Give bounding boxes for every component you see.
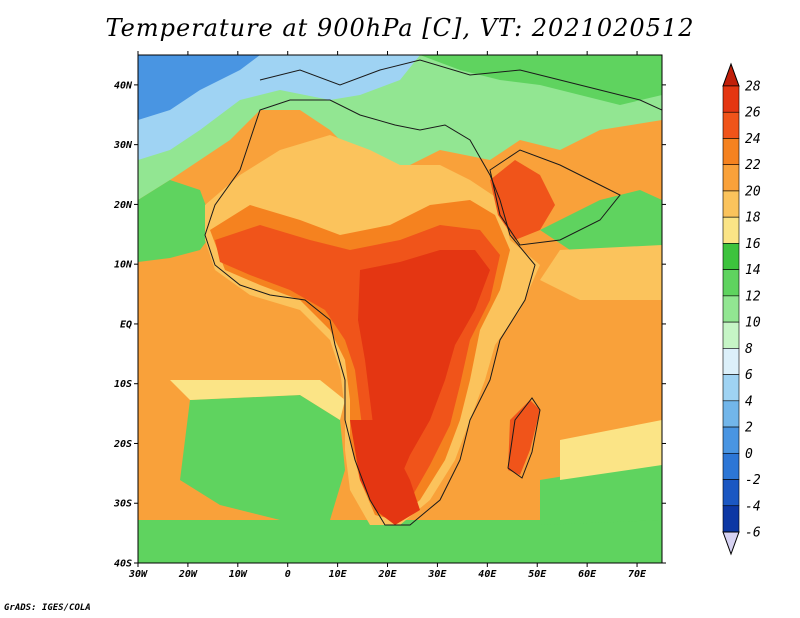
colorbar-swatch [722,479,740,507]
lon-tick-label: 0 [285,569,291,580]
south-indian-mild [560,420,662,480]
south-atlantic-mild [170,380,345,420]
colorbar-label: -2 [745,473,761,488]
colorbar-label: 8 [745,342,753,357]
europe-coastline [259,59,662,111]
colorbar-swatch [722,452,740,480]
map-title: Temperature at 900hPa [C], VT: 202102051… [105,14,695,42]
lat-tick-label: 40N [114,80,133,91]
lon-tick-label: 50E [528,569,547,580]
lon-tick-label: 10E [329,569,348,580]
arabia-coastline [489,149,621,246]
colorbar-bottom-arrow [722,531,740,556]
colorbar-label: 22 [745,158,761,173]
lon-tick-label: 70E [628,569,647,580]
north-coldest-region [138,55,260,120]
colorbar-top-arrow [722,62,740,87]
colorbar-swatch [722,321,740,349]
colorbar-label: 14 [745,263,761,278]
lon-tick-label: 60E [578,569,597,580]
colorbar-swatch [722,190,740,218]
colorbar-label: 24 [745,132,761,147]
lon-tick-label: 30E [427,569,447,580]
south-atlantic-cool [180,395,345,520]
colorbar-swatch [722,505,740,533]
grads-credit: GrADS: IGES/COLA [4,603,91,613]
lat-tick-label: 30N [113,140,133,151]
arabia-hot [490,160,555,240]
colorbar-label: 10 [745,316,761,331]
colorbar-label: 0 [745,447,753,462]
latitude-axis: 40N 30N 20N 10N EQ 10S 20S 30S 40S [113,80,666,570]
lat-tick-label: 20S [113,439,132,450]
colorbar-label: -4 [745,499,761,514]
colorbar-swatch [722,243,740,270]
colorbar-label: 6 [745,368,753,383]
colorbar-label: -6 [745,526,761,541]
colorbar-label: 16 [745,237,761,252]
longitude-axis: 30W 20W 10W 0 10E 20E 30E 40E 50E 60E 70E [128,51,647,580]
europe-cool-region [420,55,662,105]
colorbar-swatch [722,426,740,454]
colorbar-swatch [722,348,740,375]
temperature-field [138,55,662,563]
lat-tick-label: 20N [113,200,133,211]
country-outlines [204,59,662,526]
colorbar-swatch [722,374,740,402]
colorbar-swatch [722,295,740,323]
africa-hottest [358,250,490,490]
colorbar-label: 2 [745,421,753,436]
colorbar-label: 26 [745,106,761,121]
colorbar-label: 12 [745,289,761,304]
colorbar-label: 28 [745,80,761,95]
colorbar-swatch [722,85,740,113]
colorbar-swatch [722,111,740,139]
lat-tick-label: EQ [120,319,132,330]
arabian-sea-green [540,190,662,260]
africa-hottest-south [350,420,420,525]
lon-tick-label: 20E [377,569,397,580]
lon-tick-label: 20W [178,569,198,580]
lat-tick-label: 10N [114,260,133,271]
colorbar-swatch [722,216,740,244]
colorbar-swatch [722,164,740,192]
lat-tick-label: 40S [114,559,132,570]
lon-tick-label: 30W [128,569,148,580]
lon-tick-label: 40E [478,569,497,580]
colorbar-label: 18 [745,211,761,226]
atlantic-north [138,180,215,262]
colorbar-swatch [722,269,740,297]
africa-coastline [204,99,536,526]
lat-tick-label: 30S [113,499,132,510]
arabian-sea-mild [540,245,662,300]
colorbar-swatch [722,400,740,428]
map-frame [137,54,663,564]
lat-tick-label: 10S [114,379,132,390]
southern-ocean [138,520,662,563]
colorbar-label: 4 [745,394,753,409]
colorbar-label: 20 [745,184,761,199]
madagascar-coastline [507,397,541,479]
lon-tick-label: 10W [229,569,248,580]
colorbar-swatch [722,138,740,166]
